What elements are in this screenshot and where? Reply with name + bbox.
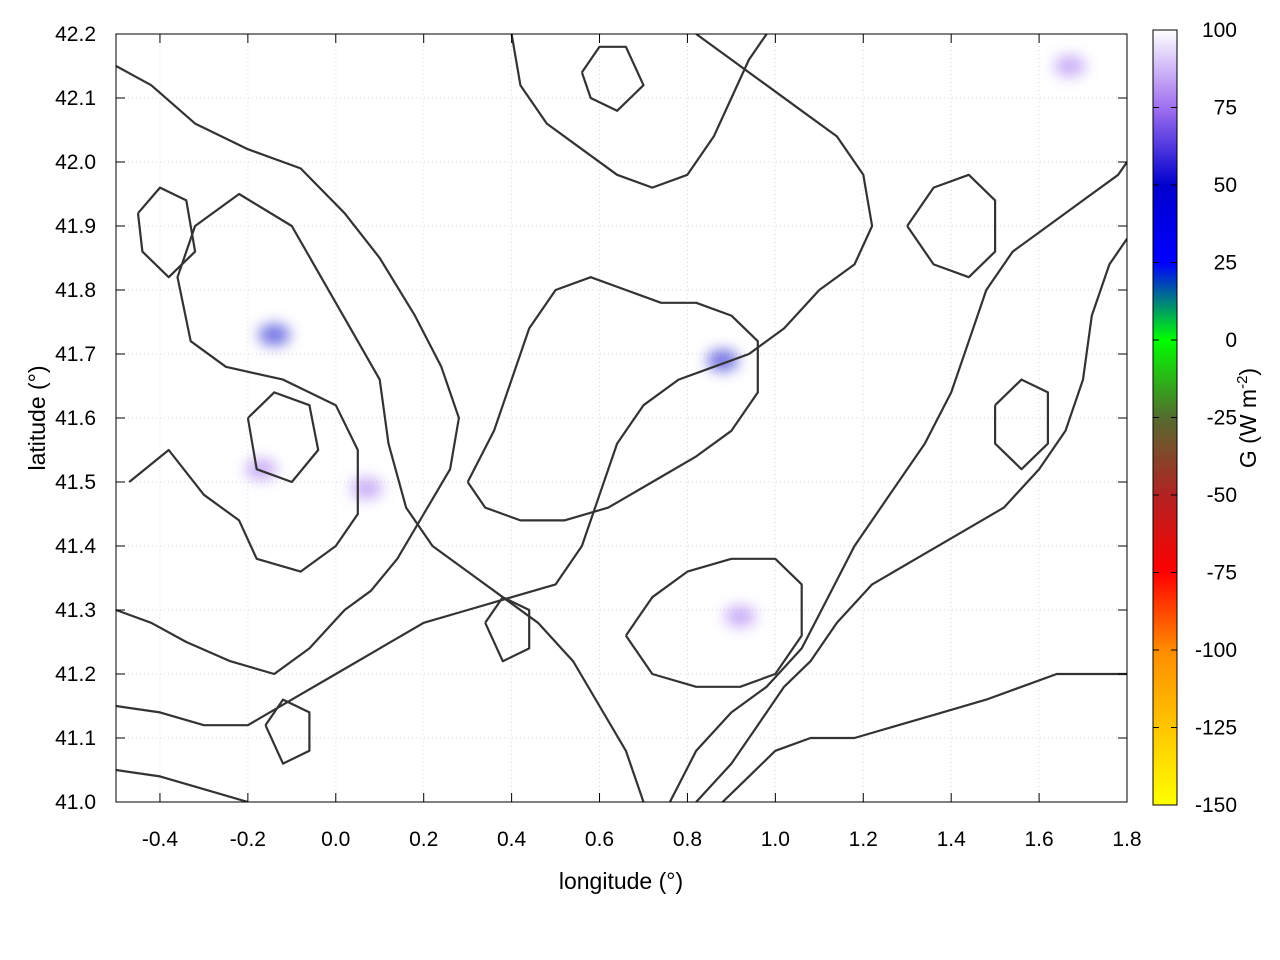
colorbar-tick-label: -75 — [1207, 562, 1237, 585]
contour-line-14 — [484, 596, 531, 663]
colorbar-tick-label: 50 — [1214, 174, 1237, 197]
contour-line-1 — [116, 65, 460, 676]
x-axis-title: longitude (°) — [559, 868, 683, 894]
y-tick-label: 41.7 — [55, 343, 96, 366]
colorbar-tick-label: 0 — [1225, 329, 1237, 352]
colorbar-title-main: G (W m — [1235, 389, 1261, 468]
colorbar-ticks: 100 75 50 25 0 -25 -50 -75 -100 -125 -150 — [1153, 19, 1237, 817]
contour-line-13 — [136, 186, 197, 279]
colorbar-tick-label: -125 — [1195, 717, 1237, 740]
colorbar-tick-label: -100 — [1195, 639, 1237, 662]
colorbar-tick-label: 25 — [1214, 252, 1237, 275]
contour-line-6 — [116, 768, 249, 802]
contour-line-10 — [246, 391, 320, 484]
y-axis-ticks: 41.0 41.1 41.2 41.3 41.4 41.5 41.6 41.7 41.8 41.9… — [55, 23, 1127, 814]
field-hotspot-3 — [245, 458, 278, 481]
colorbar-title-exponent: -2 — [1234, 376, 1251, 389]
colorbar-tick-label: -50 — [1207, 484, 1237, 507]
x-tick-label: 1.0 — [761, 828, 790, 851]
field-hotspot-2 — [350, 477, 383, 500]
terrain-contours — [116, 34, 1127, 802]
colorbar-tick-label: -150 — [1195, 794, 1237, 817]
colorbar-title: G (W m-2) — [1234, 368, 1261, 468]
plot-background — [116, 34, 1127, 802]
y-tick-label: 41.0 — [55, 791, 96, 814]
contour-line-4 — [695, 238, 1127, 802]
x-tick-label: 1.6 — [1024, 828, 1053, 851]
x-tick-label: 0.6 — [585, 828, 614, 851]
contour-line-12 — [993, 378, 1050, 471]
contour-line-15 — [264, 698, 311, 765]
colorbar-tick-label: -25 — [1207, 407, 1237, 430]
y-tick-label: 42.0 — [55, 151, 96, 174]
y-axis-title: latitude (°) — [24, 365, 50, 470]
contour-line-11 — [906, 173, 997, 279]
field-hotspot-4 — [724, 605, 757, 628]
field-hotspot-0 — [258, 323, 291, 346]
y-tick-label: 41.6 — [55, 407, 96, 430]
y-tick-label: 41.2 — [55, 663, 96, 686]
x-axis-ticks: -0.4 -0.2 0.0 0.2 0.4 0.6 0.8 1.0 1.2 1.4 1.6 1.8 — [142, 34, 1142, 851]
y-tick-label: 42.1 — [55, 87, 96, 110]
contour-line-16 — [580, 45, 645, 112]
x-tick-label: 0.8 — [673, 828, 702, 851]
x-tick-label: 1.8 — [1112, 828, 1141, 851]
y-tick-label: 41.4 — [55, 535, 96, 558]
y-tick-label: 41.8 — [55, 279, 96, 302]
y-tick-label: 41.1 — [55, 727, 96, 750]
colorbar-title-close: ) — [1235, 368, 1261, 376]
x-tick-label: -0.2 — [230, 828, 266, 851]
contour-line-5 — [721, 672, 1127, 802]
y-tick-label: 41.9 — [55, 215, 96, 238]
y-tick-label: 41.3 — [55, 599, 96, 622]
y-tick-label: 42.2 — [55, 23, 96, 46]
contour-line-9 — [624, 557, 803, 688]
x-tick-label: 0.0 — [321, 828, 350, 851]
x-tick-label: 0.2 — [409, 828, 438, 851]
colorbar-tick-label: 75 — [1214, 97, 1237, 120]
x-tick-label: 1.4 — [937, 828, 967, 851]
field-hotspot-5 — [1053, 55, 1086, 77]
x-tick-label: -0.4 — [142, 828, 179, 851]
contour-line-8 — [510, 34, 768, 189]
y-tick-label: 41.5 — [55, 471, 96, 494]
x-tick-label: 1.2 — [849, 828, 878, 851]
x-tick-label: 0.4 — [497, 828, 527, 851]
contour-line-3 — [668, 161, 1127, 802]
contour-line-7 — [466, 276, 759, 522]
contour-line-2 — [116, 34, 874, 727]
colorbar-tick-label: 100 — [1202, 19, 1237, 42]
